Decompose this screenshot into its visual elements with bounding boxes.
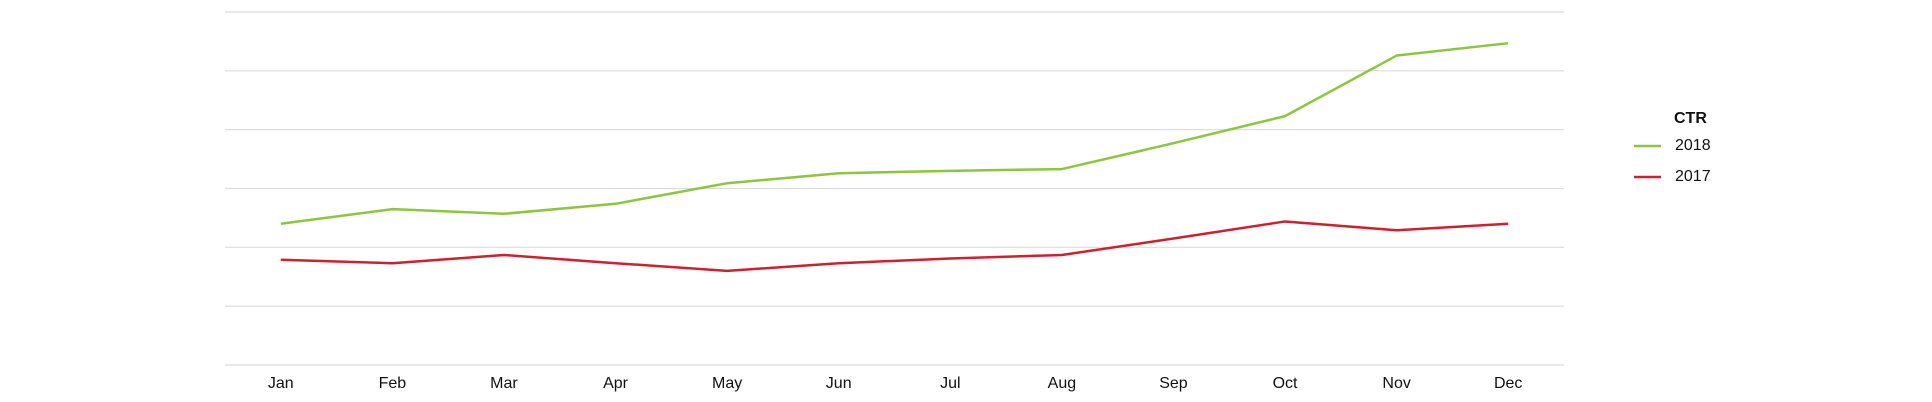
legend-label: 2018 — [1675, 137, 1711, 154]
x-tick-label: Jan — [268, 375, 294, 392]
legend-label: 2017 — [1675, 168, 1711, 185]
series-line — [280, 41, 1509, 226]
x-tick-label: Jun — [826, 375, 852, 392]
x-tick-label: Dec — [1494, 375, 1522, 392]
x-tick-label: Aug — [1048, 375, 1076, 392]
x-tick-label: Nov — [1382, 375, 1410, 392]
series-line — [280, 220, 1509, 273]
x-tick-label: May — [712, 375, 742, 392]
x-tick-label: Jul — [940, 375, 960, 392]
x-tick-label: Mar — [490, 375, 518, 392]
x-tick-label: Sep — [1159, 375, 1188, 392]
x-tick-label: Oct — [1273, 375, 1298, 392]
legend-title: CTR — [1674, 110, 1707, 127]
x-tick-label: Apr — [603, 375, 629, 392]
x-tick-label: Feb — [379, 375, 407, 392]
